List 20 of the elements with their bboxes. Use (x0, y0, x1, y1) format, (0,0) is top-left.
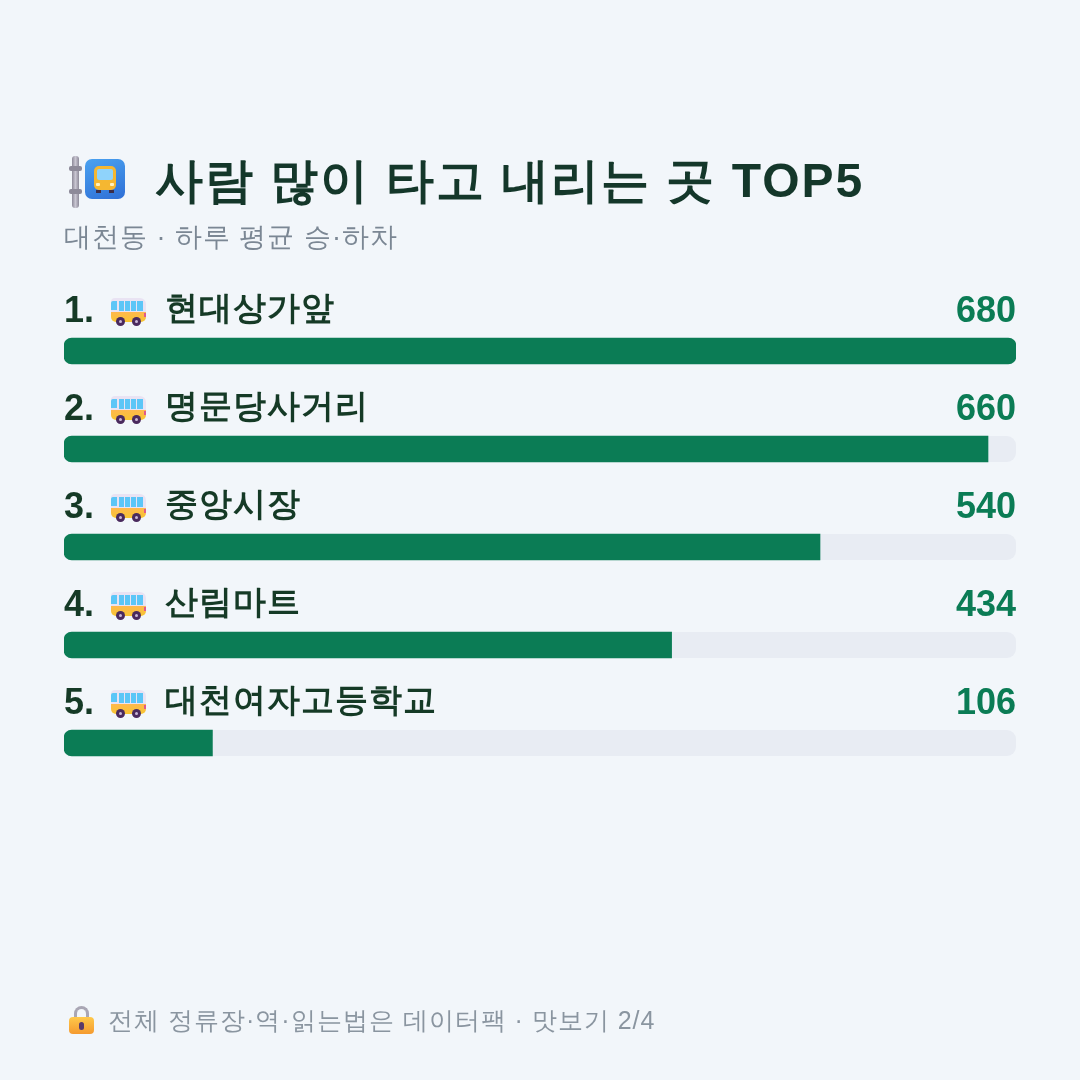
y-tick-label: 중앙시장 (165, 485, 301, 523)
data-label: 660 (955, 386, 1016, 428)
annotation: 1. (64, 288, 95, 330)
bar (64, 729, 213, 757)
y-tick-label: 대천여자고등학교 (165, 681, 437, 719)
data-label: 540 (955, 484, 1016, 526)
y-tick-label: 현대상가앞 (165, 289, 335, 327)
annotation: 5. (64, 680, 95, 722)
data-label: 680 (955, 288, 1016, 330)
y-tick-label: 산림마트 (165, 583, 301, 621)
data-label: 106 (955, 680, 1016, 722)
chart-subtitle: 대천동 · 하루 평균 승·하차 (64, 221, 398, 254)
annotation: 4. (64, 582, 95, 624)
annotation: 2. (64, 386, 95, 428)
text: 전체 정류장·역·읽는법은 데이터팩 · 맛보기 2/4 (108, 1005, 656, 1036)
annotation: 3. (64, 484, 95, 526)
data-label: 434 (955, 582, 1016, 624)
y-tick-label: 명문당사거리 (165, 387, 369, 425)
bar (64, 337, 1016, 365)
chart-title: 사람 많이 타고 내리는 곳 TOP5 (155, 153, 865, 209)
